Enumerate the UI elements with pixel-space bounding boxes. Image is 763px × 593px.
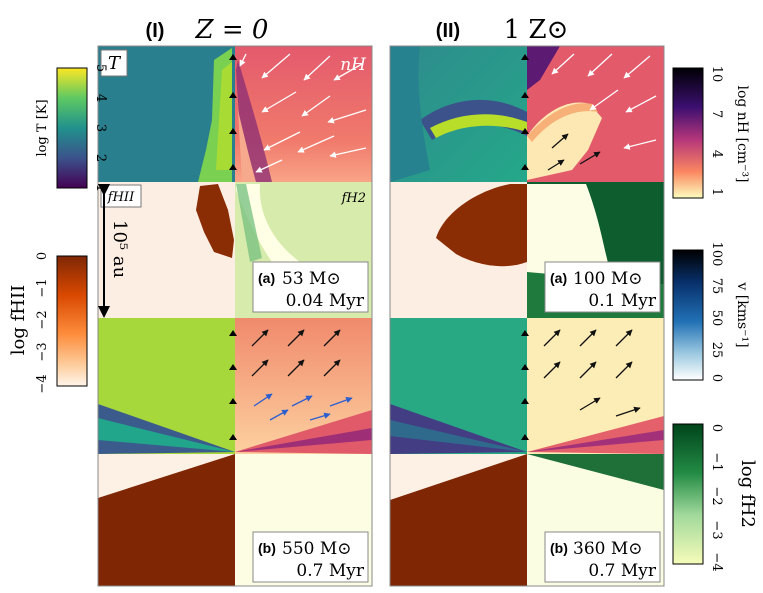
svg-text:360 M⊙: 360 M⊙ [573, 539, 643, 559]
snapshot-label-Ib: (b) 550 M⊙ 0.7 Myr [252, 531, 369, 583]
svg-text:0: 0 [709, 374, 724, 382]
snapshot-label-Ia: (a) 53 M⊙ 0.04 Myr [252, 261, 369, 313]
panel-IIb-density-disk [527, 416, 664, 454]
svg-text:fH2: fH2 [341, 191, 366, 206]
svg-text:1: 1 [709, 188, 724, 196]
axis-markers-II [521, 54, 529, 440]
colorbar-velocity: 100 75 50 25 0 v [kms⁻¹] [672, 242, 750, 382]
svg-text:7: 7 [709, 110, 724, 118]
column-II-panels [390, 46, 664, 586]
quadrant-label-temperature: T [100, 49, 128, 77]
velocity-arrows-Ib [251, 329, 341, 377]
svg-text:(b): (b) [550, 540, 568, 556]
column-II-title: 1 Z⊙ [504, 15, 569, 45]
column-II-tag: (II) [436, 20, 460, 42]
svg-text:0: 0 [709, 424, 724, 432]
svg-text:0.7 Myr: 0.7 Myr [296, 561, 364, 581]
svg-text:0.04 Myr: 0.04 Myr [286, 291, 365, 311]
svg-text:−2: −2 [709, 486, 724, 505]
colorbar-h2: 0 −1 −2 −3 −4 log fH2 [672, 423, 758, 572]
velocity-arrows-IIa-inner [547, 133, 601, 171]
velocity-arrows-IIb [543, 329, 641, 417]
svg-text:550 M⊙: 550 M⊙ [282, 539, 352, 559]
scale-bar-label: 10⁵ au [109, 220, 130, 278]
svg-text:4: 4 [709, 150, 724, 158]
snapshot-label-IIa: (a) 100 M⊙ 0.1 Myr [544, 261, 661, 313]
svg-text:−4: −4 [709, 552, 724, 571]
panel-Ia-hii-bubble [196, 184, 234, 258]
quadrant-label-density: nH [340, 55, 367, 75]
column-I-panels [98, 46, 372, 586]
svg-text:−3: −3 [35, 342, 50, 361]
colorbar-density-label: log nH [cm⁻³] [734, 85, 750, 182]
svg-text:fHII: fHII [107, 190, 135, 205]
column-I-tag: (I) [146, 20, 165, 42]
svg-text:25: 25 [709, 342, 724, 359]
colorbar-hii-label: log fHII [8, 285, 29, 355]
svg-text:100: 100 [709, 242, 724, 267]
axis-markers-I [229, 54, 237, 440]
svg-text:50: 50 [709, 310, 724, 327]
colorbar-h2-label: log fH2 [737, 460, 758, 528]
svg-text:1: 1 [93, 184, 108, 192]
svg-text:5: 5 [93, 64, 108, 72]
colorbar-temperature-label: log T [K] [35, 99, 50, 156]
svg-text:(a): (a) [550, 270, 567, 286]
svg-text:−3: −3 [709, 520, 724, 539]
velocity-arrows-Ia [239, 53, 367, 173]
svg-text:−1: −1 [709, 452, 724, 471]
svg-text:−1: −1 [35, 278, 50, 297]
svg-text:2: 2 [93, 154, 108, 162]
svg-text:3: 3 [93, 124, 108, 132]
svg-text:−4: −4 [35, 374, 50, 393]
svg-text:10: 10 [709, 66, 724, 83]
colorbar-hii: 0 −1 −2 −3 −4 log fHII [8, 252, 88, 394]
colorbar-velocity-label: v [kms⁻¹] [734, 281, 750, 347]
quadrant-label-h2: fH2 [341, 191, 366, 206]
svg-text:0.7 Myr: 0.7 Myr [588, 561, 656, 581]
colorbar-density: 10 7 4 1 log nH [cm⁻³] [672, 66, 750, 199]
velocity-arrows-Ib-fast [253, 393, 353, 421]
colorbar-temperature: 5 4 3 2 1 log T [K] [35, 64, 108, 192]
svg-text:nH: nH [340, 55, 367, 75]
svg-text:53 M⊙: 53 M⊙ [282, 269, 341, 289]
scale-bar: 10⁵ au [98, 184, 130, 318]
svg-text:T: T [108, 53, 122, 74]
panel-IIa-hii-bubble [436, 184, 527, 267]
panel-IIb-temperature-disk [390, 404, 527, 454]
svg-text:(a): (a) [258, 270, 275, 286]
svg-text:75: 75 [709, 278, 724, 295]
column-I-title: Z = 0 [195, 15, 269, 45]
velocity-arrows-IIa [551, 53, 657, 150]
svg-text:100 M⊙: 100 M⊙ [573, 269, 643, 289]
svg-text:0.1 Myr: 0.1 Myr [588, 291, 656, 311]
column-II-frame [389, 45, 665, 587]
svg-text:4: 4 [93, 94, 108, 102]
svg-text:0: 0 [35, 252, 50, 260]
svg-text:(b): (b) [258, 540, 276, 556]
svg-text:−2: −2 [35, 310, 50, 329]
snapshot-label-IIb: (b) 360 M⊙ 0.7 Myr [544, 531, 661, 583]
